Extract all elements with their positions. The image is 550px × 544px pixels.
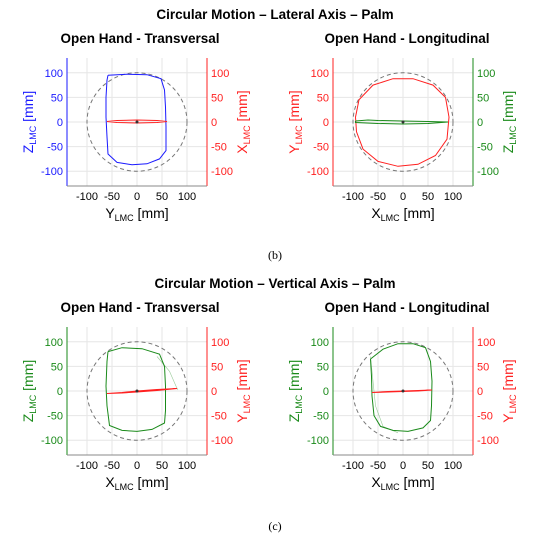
x-axis-label: YLMC [mm]	[105, 205, 168, 223]
y-right-tick-label: 50	[477, 92, 489, 104]
x-tick-label: 0	[400, 191, 406, 203]
x-tick-label: 0	[134, 460, 140, 472]
y-right-tick-label: 0	[211, 386, 217, 398]
y-right-tick-label: 100	[211, 68, 229, 80]
y-left-tick-label: 100	[311, 68, 329, 80]
y-left-axis-label: YLMC [mm]	[286, 90, 304, 153]
y-left-tick-label: -100	[41, 435, 63, 447]
x-tick-label: -50	[104, 191, 120, 203]
y-left-tick-label: 0	[57, 117, 63, 129]
x-tick-label: 100	[178, 460, 196, 472]
x-tick-label: 100	[444, 460, 462, 472]
y-left-tick-label: 0	[323, 117, 329, 129]
x-tick-label: -100	[76, 460, 98, 472]
y-left-tick-label: -50	[313, 411, 329, 423]
series-line	[355, 119, 449, 125]
panel-title-b-right: Open Hand - Longitudinal	[324, 31, 490, 46]
y-left-tick-label: 50	[51, 361, 63, 373]
y-left-tick-label: -100	[307, 435, 329, 447]
x-tick-label: 0	[400, 460, 406, 472]
origin-marker	[135, 389, 139, 393]
y-right-tick-label: -100	[477, 435, 499, 447]
caption-b: (b)	[268, 248, 282, 262]
x-tick-label: 50	[156, 191, 168, 203]
y-left-axis-label: ZLMC [mm]	[20, 360, 38, 423]
y-left-tick-label: 100	[45, 68, 63, 80]
series-line	[105, 347, 166, 432]
panel-title-c-left: Open Hand - Transversal	[60, 300, 220, 315]
y-left-tick-label: 100	[45, 337, 63, 349]
reference-circle	[86, 341, 188, 441]
x-tick-label: -100	[342, 460, 364, 472]
y-left-tick-label: 100	[311, 337, 329, 349]
x-axis-label: XLMC [mm]	[105, 474, 168, 492]
series-line	[355, 78, 450, 167]
y-left-axis-label: ZLMC [mm]	[20, 91, 38, 154]
y-right-tick-label: -50	[477, 142, 493, 154]
x-axis-label: XLMC [mm]	[371, 205, 434, 223]
y-left-tick-label: 0	[323, 386, 329, 398]
x-tick-label: 100	[444, 191, 462, 203]
x-axis-label: XLMC [mm]	[371, 474, 434, 492]
y-right-tick-label: -50	[211, 411, 227, 423]
x-tick-label: -100	[342, 191, 364, 203]
y-left-tick-label: -50	[47, 411, 63, 423]
series-line	[106, 119, 168, 124]
section-title-c: Circular Motion – Vertical Axis – Palm	[154, 276, 396, 291]
x-tick-label: 50	[422, 460, 434, 472]
y-right-tick-label: 50	[211, 92, 223, 104]
y-left-tick-label: 50	[51, 92, 63, 104]
origin-marker	[401, 389, 405, 393]
y-right-tick-label: -100	[211, 435, 233, 447]
y-right-tick-label: 100	[211, 337, 229, 349]
y-right-tick-label: 50	[477, 361, 489, 373]
series-line	[105, 73, 167, 166]
series-line	[106, 388, 178, 394]
y-right-tick-label: -100	[211, 166, 233, 178]
y-left-tick-label: 50	[317, 92, 329, 104]
x-tick-label: 100	[178, 191, 196, 203]
x-tick-label: 50	[156, 460, 168, 472]
y-left-tick-label: 50	[317, 361, 329, 373]
reference-circle	[352, 72, 454, 172]
series-line	[371, 389, 433, 393]
origin-marker	[135, 120, 139, 124]
panel-title-c-right: Open Hand - Longitudinal	[324, 300, 490, 315]
y-right-tick-label: 0	[477, 386, 483, 398]
y-right-tick-label: 0	[211, 117, 217, 129]
x-tick-label: -50	[370, 191, 386, 203]
y-left-tick-label: -50	[313, 142, 329, 154]
y-right-tick-label: 100	[477, 337, 495, 349]
y-right-axis-label: XLMC [mm]	[234, 90, 252, 153]
x-tick-label: -50	[104, 460, 120, 472]
series-line	[370, 343, 433, 432]
series-line	[156, 356, 179, 391]
y-right-tick-label: -50	[211, 142, 227, 154]
caption-c: (c)	[268, 519, 282, 533]
y-left-tick-label: -50	[47, 142, 63, 154]
section-title-b: Circular Motion – Lateral Axis – Palm	[156, 7, 394, 22]
y-left-tick-label: 0	[57, 386, 63, 398]
reference-circle	[86, 72, 188, 172]
origin-marker	[401, 120, 405, 124]
reference-circle	[352, 341, 454, 441]
y-right-axis-label: ZLMC [mm]	[500, 91, 518, 154]
panel-title-b-left: Open Hand - Transversal	[60, 31, 220, 46]
y-right-tick-label: 100	[477, 68, 495, 80]
x-tick-label: 50	[422, 191, 434, 203]
y-left-tick-label: -100	[307, 166, 329, 178]
y-right-tick-label: 0	[477, 117, 483, 129]
y-right-tick-label: 50	[211, 361, 223, 373]
y-left-axis-label: ZLMC [mm]	[286, 360, 304, 423]
y-left-tick-label: -100	[41, 166, 63, 178]
series-line	[370, 356, 399, 434]
y-right-axis-label: YLMC [mm]	[500, 359, 518, 422]
y-right-axis-label: YLMC [mm]	[234, 359, 252, 422]
x-tick-label: -100	[76, 191, 98, 203]
y-right-tick-label: -100	[477, 166, 499, 178]
x-tick-label: -50	[370, 460, 386, 472]
y-right-tick-label: -50	[477, 411, 493, 423]
x-tick-label: 0	[134, 191, 140, 203]
